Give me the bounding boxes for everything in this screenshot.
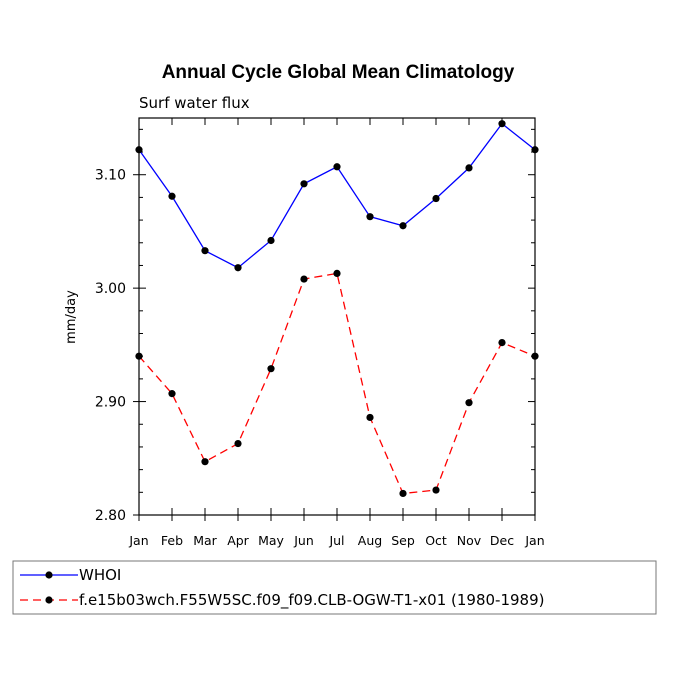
series-1-point [333,269,341,277]
series-1-point [168,390,176,398]
x-tick-label: Jul [328,533,344,548]
series-1-point [465,399,473,407]
series-0-point [531,146,539,154]
series-0-point [498,120,506,128]
series-0-point [333,163,341,171]
x-tick-label: May [258,533,284,548]
series-1-point [201,458,209,466]
series-1-point [234,439,242,448]
x-tick-label: Jan [524,533,544,548]
series-line-1 [138,272,536,495]
series-1-point [498,338,506,347]
series-1-point [432,486,440,494]
x-tick-label: Oct [425,533,447,548]
legend-marker-0 [45,571,53,579]
x-tick-label: Jan [128,533,148,548]
series-1-point [531,352,539,360]
x-tick-label: Nov [457,533,482,548]
series-layer [135,120,539,498]
series-0-point [432,194,440,203]
series-0-point [366,213,374,221]
chart-subtitle: Surf water flux [139,94,250,112]
y-tick-label: 3.00 [95,281,126,297]
x-tick-label: Sep [391,533,415,548]
series-0-point [135,146,143,154]
series-0-point [168,192,176,200]
series-1-point [366,413,374,422]
series-1-point [300,275,308,283]
legend-box [12,560,657,615]
y-tick-label: 2.80 [95,508,126,524]
series-1-point [267,365,275,373]
x-tick-label: Feb [161,533,183,548]
legend-marker-1 [45,596,53,604]
series-0-point [399,222,407,230]
chart-title: Annual Cycle Global Mean Climatology [162,62,515,83]
plot-frame [138,117,536,516]
series-0-point [267,236,275,245]
series-0-point [465,164,473,172]
series-0-point [300,180,308,188]
series-1-point [135,352,143,360]
series-0-point [234,264,242,272]
legend: WHOI f.e15b03wch.F55W5SC.f09_f09.CLB-OGW-… [12,560,657,615]
series-0-point [201,247,209,255]
legend-label-0: WHOI [79,566,121,584]
x-tick-label: Jun [293,533,314,548]
x-tick-label: Mar [193,533,217,548]
axes: 2.80 2.90 3.00 3.10 Jan Feb Mar Apr May Jun Jul Aug… [95,117,545,548]
series-line-0 [138,122,536,269]
y-tick-label: 2.90 [95,395,126,411]
y-tick-label: 3.10 [95,168,126,184]
x-tick-label: Dec [490,533,514,548]
legend-label-1: f.e15b03wch.F55W5SC.f09_f09.CLB-OGW-T1-x… [79,591,544,610]
x-tick-label: Apr [227,533,249,548]
series-1-point [399,489,407,498]
x-tick-label: Aug [358,533,382,548]
y-axis-label: mm/day [64,290,79,344]
